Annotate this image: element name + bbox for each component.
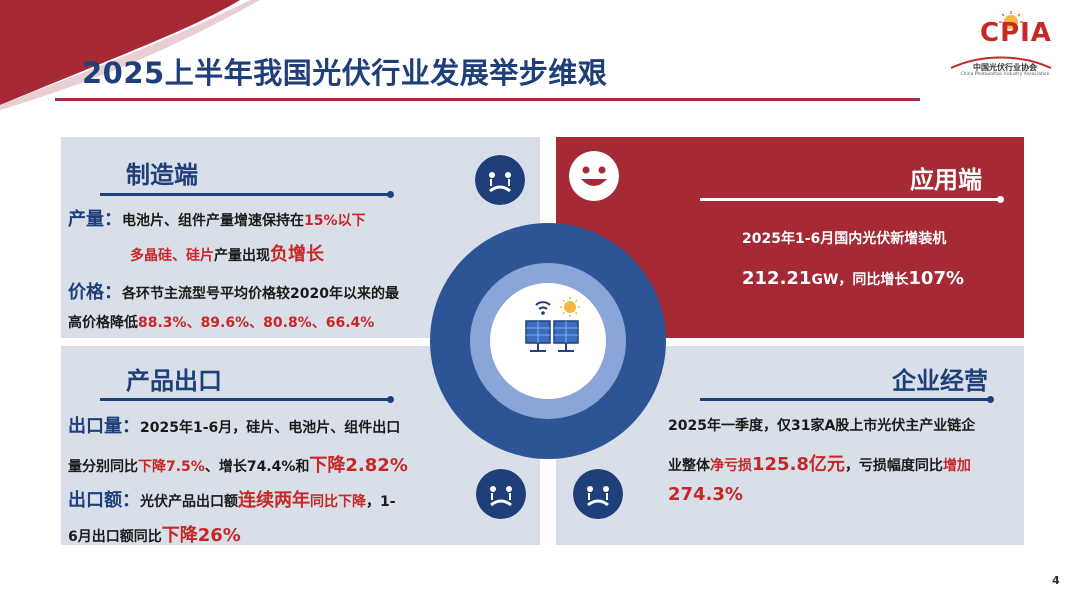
- operations-line-2: 业整体净亏损125.8亿元，亏损幅度同比增加: [668, 454, 971, 475]
- manufacturing-title: 制造端: [126, 161, 198, 189]
- export-value-line-1: 出口额：光伏产品出口额连续两年同比下降，1-: [68, 490, 396, 511]
- sad-face-icon: [475, 155, 525, 205]
- page-title: 2025上半年我国光伏行业发展举步维艰: [82, 56, 608, 90]
- operations-title-bar: [700, 396, 994, 403]
- export-value-line-2: 6月出口额同比下降26%: [68, 525, 241, 546]
- export-title-bar: [100, 396, 394, 403]
- manufacturing-title-bar: [100, 191, 394, 198]
- solar-panel-icon: [525, 297, 580, 352]
- application-line-2: 212.21GW，同比增长107%: [742, 268, 965, 289]
- application-line-1: 2025年1-6月国内光伏新增装机: [742, 231, 947, 247]
- price-line-1: 价格：各环节主流型号平均价格较2020年以来的最: [68, 282, 399, 303]
- sad-face-icon: [573, 469, 623, 519]
- title-underline: [55, 98, 920, 101]
- operations-line-1: 2025年一季度，仅31家A股上市光伏主产业链企: [668, 418, 976, 434]
- cpia-logo: [950, 11, 1052, 69]
- output-line-1: 产量：电池片、组件产量增速保持在15%以下: [68, 209, 366, 230]
- export-volume-line-2: 量分别同比下降7.5%、增长74.4%和下降2.82%: [68, 455, 408, 476]
- export-title: 产品出口: [126, 367, 222, 395]
- happy-face-icon: [569, 151, 619, 201]
- logo-cn-name: 中国光伏行业协会: [973, 63, 1037, 72]
- corner-swoosh-decoration: [0, 0, 260, 110]
- export-volume-line-1: 出口量：2025年1-6月，硅片、电池片、组件出口: [68, 416, 401, 437]
- operations-title: 企业经营: [892, 367, 988, 395]
- price-line-2: 高价格降低88.3%、89.6%、80.8%、66.4%: [68, 315, 375, 331]
- application-title: 应用端: [910, 166, 982, 194]
- sad-face-icon: [476, 469, 526, 519]
- application-title-bar: [700, 196, 1004, 203]
- output-line-2: 多晶硅、硅片产量出现负增长: [130, 244, 324, 265]
- page-number: 4: [1052, 574, 1060, 587]
- logo-en-name: China Photovoltaic Industry Association: [960, 72, 1050, 77]
- operations-line-3: 274.3%: [668, 484, 743, 505]
- logo-text: CPIA: [980, 18, 1052, 48]
